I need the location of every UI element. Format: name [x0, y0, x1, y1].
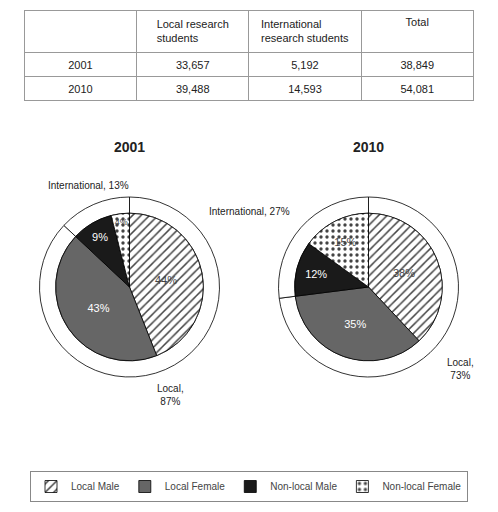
svg-text:International, 13%: International, 13% [48, 180, 129, 191]
svg-text:33,657: 33,657 [176, 59, 210, 71]
svg-text:2010: 2010 [68, 83, 92, 95]
svg-text:Local,87%: Local,87% [157, 383, 184, 407]
svg-text:Local,73%: Local,73% [447, 357, 474, 381]
svg-text:39,488: 39,488 [176, 83, 210, 95]
svg-text:International, 27%: International, 27% [209, 206, 290, 217]
svg-text:54,081: 54,081 [400, 83, 434, 95]
svg-text:Non-local Male: Non-local Male [270, 481, 337, 492]
svg-text:14,593: 14,593 [288, 83, 322, 95]
svg-text:2001: 2001 [114, 139, 145, 155]
svg-text:4%: 4% [115, 217, 128, 227]
svg-text:12%: 12% [305, 268, 327, 280]
svg-text:Internationalresearch students: Internationalresearch students [261, 18, 349, 44]
svg-text:Local Male: Local Male [71, 481, 120, 492]
svg-text:38%: 38% [393, 267, 415, 279]
svg-text:38,849: 38,849 [400, 59, 434, 71]
svg-text:Local Female: Local Female [165, 481, 225, 492]
svg-text:Non-local Female: Non-local Female [382, 481, 461, 492]
svg-text:2001: 2001 [68, 59, 92, 71]
svg-text:43%: 43% [87, 302, 109, 314]
svg-text:2010: 2010 [353, 139, 384, 155]
svg-text:9%: 9% [92, 231, 108, 243]
svg-text:35%: 35% [344, 318, 366, 330]
svg-text:Local researchstudents: Local researchstudents [157, 18, 229, 44]
svg-text:15%: 15% [334, 236, 356, 248]
svg-text:5,192: 5,192 [291, 59, 319, 71]
svg-text:Total: Total [406, 16, 429, 28]
svg-text:44%: 44% [155, 274, 177, 286]
